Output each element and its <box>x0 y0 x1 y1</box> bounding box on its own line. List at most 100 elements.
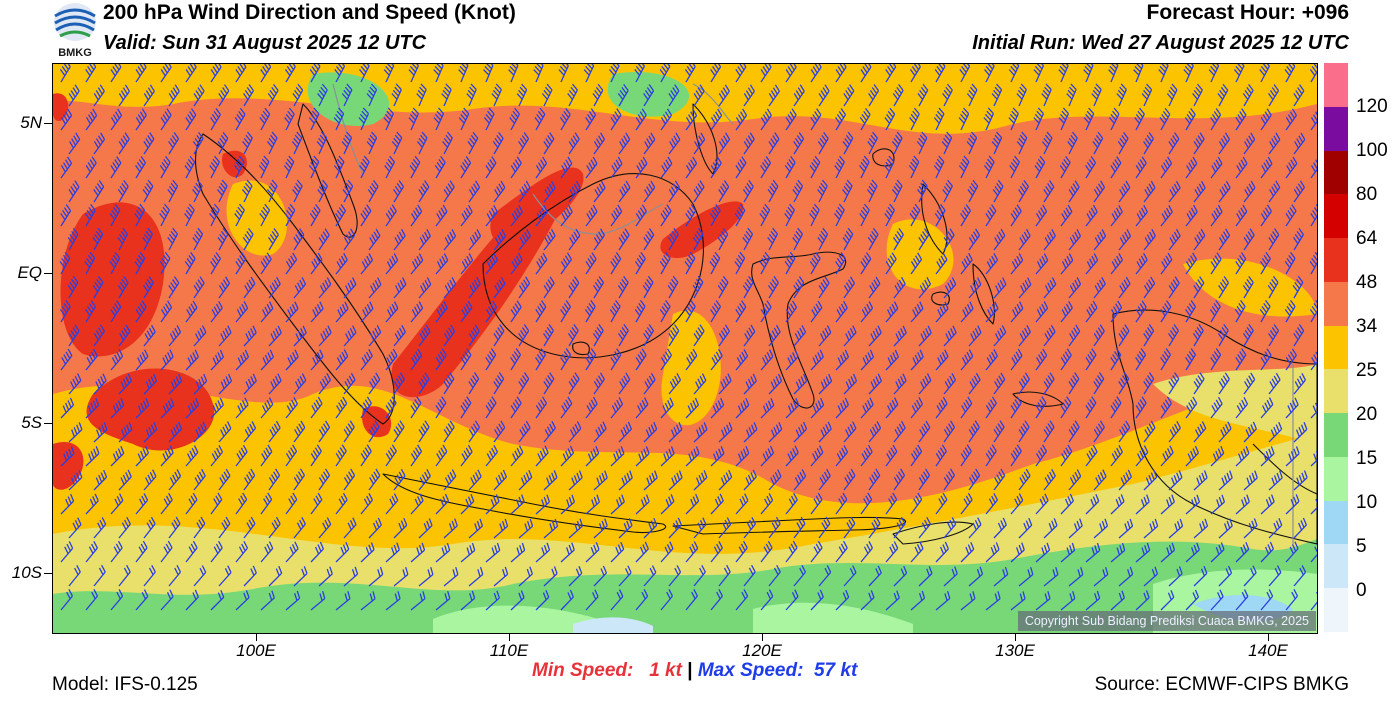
wind-barb <box>568 132 580 155</box>
wind-barb <box>1060 396 1072 419</box>
wind-barb <box>1058 64 1069 83</box>
wind-barb <box>210 349 225 371</box>
wind-barb <box>410 591 426 611</box>
wind-barb <box>992 179 1004 203</box>
forecast-hour: Forecast Hour: +096 <box>1146 1 1350 24</box>
wind-barb <box>368 420 380 443</box>
wind-barb <box>918 566 933 587</box>
wind-barb <box>793 469 807 491</box>
wind-barb <box>410 444 423 467</box>
wind-barb <box>618 180 631 203</box>
wind-barb <box>118 564 131 587</box>
wind-barb <box>835 300 848 323</box>
lon-tick <box>256 633 257 641</box>
wind-barb <box>1118 566 1134 587</box>
wind-barb <box>68 564 81 587</box>
wind-barb <box>785 397 800 419</box>
wind-barb <box>966 131 978 155</box>
wind-barb <box>535 300 547 323</box>
wind-barb <box>1035 542 1051 563</box>
wind-barb <box>118 132 130 155</box>
wind-barb <box>785 445 799 467</box>
wind-barb <box>85 397 100 419</box>
wind-barb <box>960 252 973 275</box>
wind-barb <box>1035 444 1048 467</box>
colorbar <box>1324 63 1348 632</box>
wind-barb <box>843 325 857 347</box>
wind-barb <box>710 589 724 611</box>
wind-barb <box>443 277 457 299</box>
wind-barb <box>368 277 382 299</box>
wind-barb <box>684 251 696 275</box>
wind-barb <box>643 470 658 491</box>
wind-barb <box>635 348 647 371</box>
wind-barb <box>1009 155 1020 179</box>
wind-barb <box>1135 445 1149 467</box>
wind-barb <box>560 494 576 515</box>
wind-map[interactable] <box>52 63 1318 634</box>
wind-barb <box>1235 252 1247 275</box>
wind-barb <box>834 155 845 179</box>
wind-barb <box>1018 566 1034 587</box>
wind-barb <box>958 155 970 179</box>
wind-barb <box>343 372 356 395</box>
lat-label-eq: EQ <box>17 263 42 282</box>
wind-barb <box>510 590 525 611</box>
wind-barb <box>710 156 722 179</box>
wind-barb <box>1066 83 1077 107</box>
wind-barb <box>410 493 424 515</box>
wind-barb <box>485 253 498 275</box>
wind-barb <box>1143 518 1159 539</box>
wind-barb <box>408 64 419 83</box>
wind-barb <box>409 155 421 179</box>
wind-barb <box>468 229 482 251</box>
wind-barb <box>1218 518 1233 539</box>
wind-barb <box>285 301 299 323</box>
wind-barb <box>1184 107 1196 131</box>
wind-barb <box>60 204 72 227</box>
wind-barb <box>993 420 1005 443</box>
wind-barb <box>1235 156 1248 179</box>
wind-barb <box>360 396 372 419</box>
wind-barb <box>360 591 376 611</box>
wind-barb <box>1093 469 1107 491</box>
wind-barb <box>1293 324 1305 347</box>
wind-barb <box>592 83 604 107</box>
wind-barb <box>767 227 778 251</box>
wind-barb <box>968 325 982 347</box>
wind-barb <box>558 64 569 83</box>
wind-barb <box>1235 348 1247 371</box>
wind-barb <box>1110 156 1122 179</box>
wind-barb <box>793 373 808 395</box>
wind-barb <box>442 131 453 155</box>
wind-barb <box>843 373 858 395</box>
wind-barb <box>85 156 97 179</box>
wind-barb <box>1243 470 1258 491</box>
wind-barb <box>734 251 746 275</box>
wind-barb <box>391 83 402 107</box>
wind-barb <box>760 156 772 179</box>
wind-barb <box>218 325 232 347</box>
colorbar-segment <box>1324 588 1348 632</box>
wind-barb <box>266 179 278 203</box>
wind-barb <box>485 300 498 323</box>
wind-barb <box>117 275 129 299</box>
wind-barb <box>635 156 648 179</box>
wind-barb <box>1293 180 1305 203</box>
wind-barb <box>718 180 730 203</box>
wind-barb <box>416 83 427 107</box>
wind-barb <box>818 276 830 299</box>
colorbar-label-15: 15 <box>1356 448 1378 469</box>
wind-barb <box>993 372 1006 395</box>
wind-barb <box>1068 229 1082 251</box>
wind-barb <box>1043 180 1055 203</box>
wind-barb <box>934 64 946 83</box>
wind-barb <box>93 517 107 539</box>
wind-barb <box>735 349 749 371</box>
wind-barb <box>210 445 224 467</box>
wind-barb <box>260 492 273 515</box>
wind-barb <box>893 325 907 347</box>
wind-barb <box>1068 567 1084 587</box>
wind-barb <box>643 421 658 443</box>
wind-barb <box>160 108 172 131</box>
